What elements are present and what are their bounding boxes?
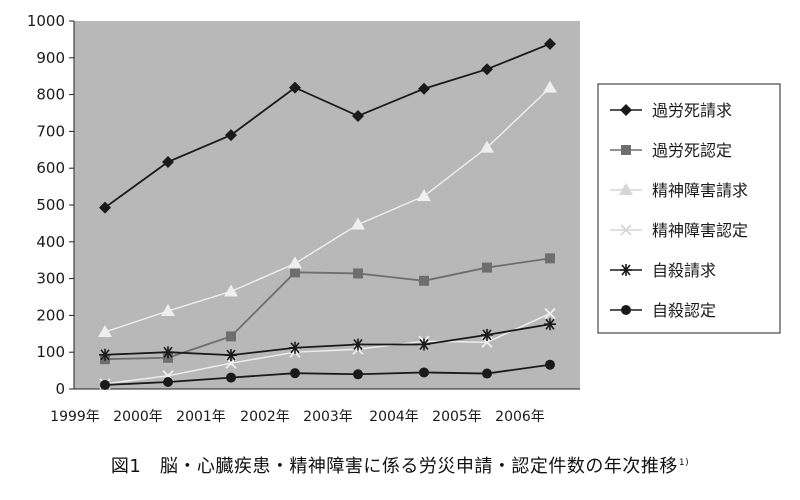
series-layer (98, 37, 557, 390)
data-point (289, 81, 301, 94)
series-4 (99, 318, 556, 362)
legend-box (597, 83, 781, 334)
x-tick-label: 2005年 (432, 409, 482, 425)
series-line (104, 87, 551, 333)
y-tick-label: 900 (36, 49, 65, 67)
y-tick-label: 400 (36, 233, 65, 251)
data-point (225, 349, 237, 362)
y-tick-label: 300 (36, 270, 65, 288)
data-point (544, 318, 556, 331)
data-point (225, 129, 237, 142)
data-point (621, 305, 631, 315)
figure-caption: 図1 脳・心臓疾患・精神障害に係る労災申請・認定件数の年次推移1) (0, 452, 800, 478)
plot-area (74, 21, 580, 389)
data-point (482, 368, 492, 379)
x-tick-label: 2006年 (495, 409, 545, 425)
data-point (290, 368, 300, 379)
data-point (351, 217, 365, 230)
data-point (289, 341, 301, 354)
data-point (98, 324, 112, 337)
data-point (162, 346, 174, 359)
data-point (226, 372, 236, 383)
y-tick-label: 0 (55, 380, 65, 398)
y-tick-label: 800 (36, 86, 65, 104)
data-point (290, 267, 300, 278)
data-point (418, 82, 430, 95)
data-point (619, 183, 633, 195)
x-tick-label: 2002年 (240, 409, 290, 425)
data-point (418, 338, 430, 351)
legend-label: 自殺認定 (652, 301, 716, 320)
data-point (419, 367, 429, 378)
y-tick-label: 100 (36, 343, 65, 361)
data-point (620, 104, 632, 116)
data-point (620, 264, 632, 276)
caption-reference: 1) (678, 458, 690, 468)
legend-label: 自殺請求 (652, 261, 716, 280)
y-tick-label: 700 (36, 122, 65, 140)
data-point (224, 284, 238, 297)
data-point (353, 369, 363, 380)
legend-label: 過労死請求 (652, 101, 732, 120)
x-axis: 1999年 2000年 2001年 2002年 2003年 2004年 2005年 2006年 (50, 388, 580, 425)
series-0 (99, 37, 556, 214)
data-point (543, 80, 557, 93)
x-tick-label: 1999年 (50, 409, 100, 425)
x-tick-label: 2000年 (113, 409, 163, 425)
series-2 (98, 80, 557, 337)
data-point (621, 145, 631, 155)
y-tick-label: 600 (36, 159, 65, 177)
data-point (162, 155, 174, 168)
data-point (288, 256, 302, 269)
data-point (163, 377, 173, 388)
caption-text: 図1 脳・心臓疾患・精神障害に係る労災申請・認定件数の年次推移 (110, 456, 678, 477)
data-point (545, 253, 555, 264)
series-line (104, 257, 551, 361)
series-line (104, 323, 551, 357)
legend-label: 精神障害認定 (652, 221, 748, 240)
y-tick-label: 1000 (27, 12, 65, 30)
legend-label: 過労死認定 (652, 141, 732, 160)
x-tick-label: 2001年 (176, 409, 226, 425)
y-tick-label: 500 (36, 196, 65, 214)
data-point (99, 201, 111, 214)
data-point (482, 262, 492, 273)
x-tick-label: 2004年 (369, 409, 419, 425)
x-tick-label: 2003年 (303, 409, 353, 425)
data-point (352, 109, 364, 122)
data-point (544, 307, 556, 320)
series-line (104, 363, 551, 386)
data-point (417, 189, 431, 202)
data-point (352, 338, 364, 351)
data-point (161, 303, 175, 316)
data-point (353, 268, 363, 279)
y-axis: 0 100 200 300 400 500 600 700 800 900 1000 (27, 12, 75, 398)
legend-label: 精神障害請求 (652, 181, 748, 200)
data-point (100, 379, 110, 390)
data-point (480, 140, 494, 153)
data-point (620, 224, 632, 236)
data-point (544, 37, 556, 50)
series-line (104, 312, 551, 385)
data-point (419, 275, 429, 286)
series-line (104, 42, 551, 209)
data-point (226, 331, 236, 342)
data-point (481, 63, 493, 76)
data-point (545, 359, 555, 370)
y-tick-label: 200 (36, 306, 65, 324)
data-point (481, 328, 493, 341)
data-point (99, 348, 111, 361)
series-5 (100, 359, 555, 390)
